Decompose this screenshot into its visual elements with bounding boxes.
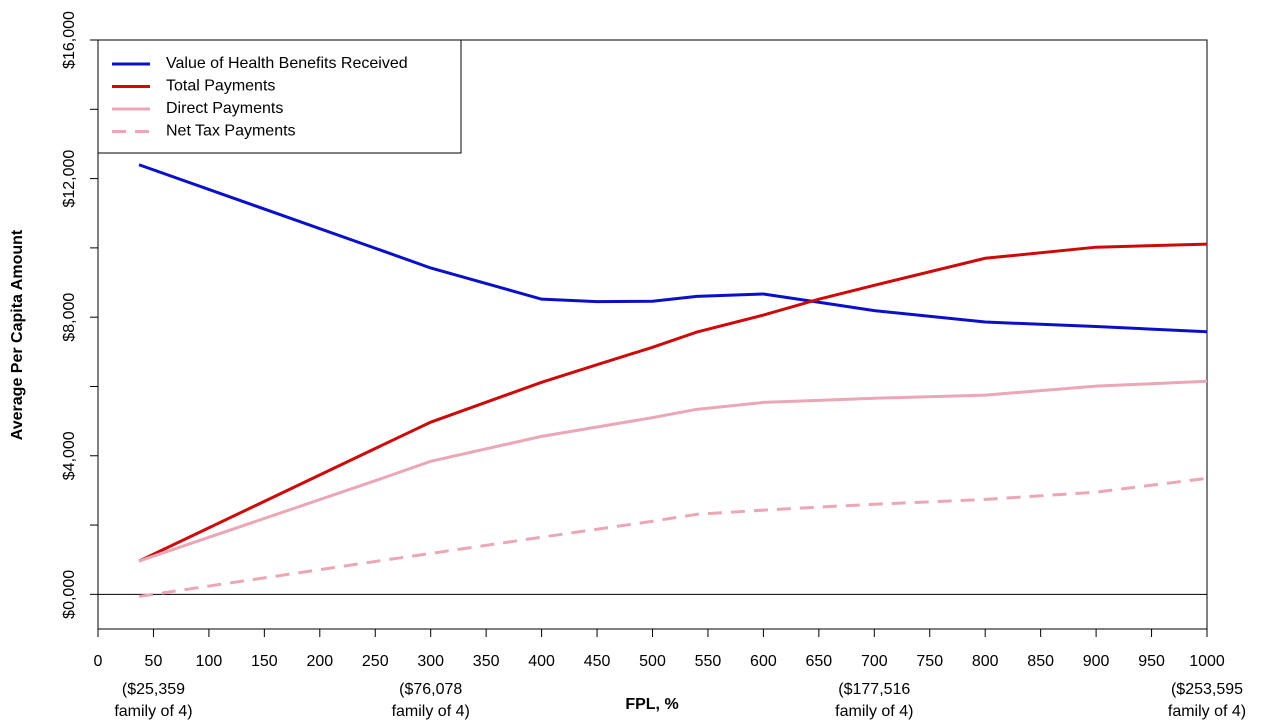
x-annotation: ($253,595 [1171, 681, 1243, 698]
x-tick-label: 200 [306, 653, 333, 670]
y-tick-label: $12,000 [61, 150, 78, 208]
x-axis-label: FPL, % [625, 696, 678, 713]
x-tick-label: 150 [251, 653, 278, 670]
x-tick-label: 650 [805, 653, 832, 670]
legend-label: Direct Payments [166, 100, 283, 117]
y-tick-label: $8,000 [61, 293, 78, 342]
series-line [138, 242, 1208, 563]
x-tick-label: 750 [916, 653, 943, 670]
y-tick-label: $16,000 [61, 11, 78, 69]
x-annotation: family of 4) [392, 703, 470, 720]
x-annotation: family of 4) [835, 703, 913, 720]
x-tick-label: 850 [1027, 653, 1054, 670]
series-line [138, 476, 1208, 598]
x-tick-label: 400 [528, 653, 555, 670]
x-annotation: ($76,078 [399, 681, 462, 698]
y-tick-label: $4,000 [61, 431, 78, 480]
x-annotation: family of 4) [1168, 703, 1246, 720]
x-tick-label: 50 [145, 653, 163, 670]
legend-label: Value of Health Benefits Received [166, 55, 408, 72]
x-annotation: ($177,516 [838, 681, 910, 698]
x-tick-label: 700 [861, 653, 888, 670]
x-tick-label: 1000 [1189, 653, 1225, 670]
x-annotation: family of 4) [114, 703, 192, 720]
x-tick-label: 800 [972, 653, 999, 670]
y-tick-label: $0,000 [61, 570, 78, 619]
legend-label: Net Tax Payments [166, 123, 296, 140]
x-tick-label: 300 [417, 653, 444, 670]
series-line [138, 379, 1208, 563]
x-tick-label: 350 [473, 653, 500, 670]
x-tick-label: 0 [94, 653, 103, 670]
x-tick-label: 950 [1138, 653, 1165, 670]
x-tick-label: 550 [695, 653, 722, 670]
legend-label: Total Payments [166, 78, 275, 95]
x-tick-label: 500 [639, 653, 666, 670]
x-tick-label: 600 [750, 653, 777, 670]
legend-box [97, 39, 462, 154]
x-tick-label: 900 [1083, 653, 1110, 670]
y-axis-label: Average Per Capita Amount [9, 229, 26, 440]
x-tick-label: 100 [196, 653, 223, 670]
x-tick-label: 250 [362, 653, 389, 670]
x-tick-label: 450 [584, 653, 611, 670]
series-line [138, 163, 1208, 334]
x-annotation: ($25,359 [122, 681, 185, 698]
